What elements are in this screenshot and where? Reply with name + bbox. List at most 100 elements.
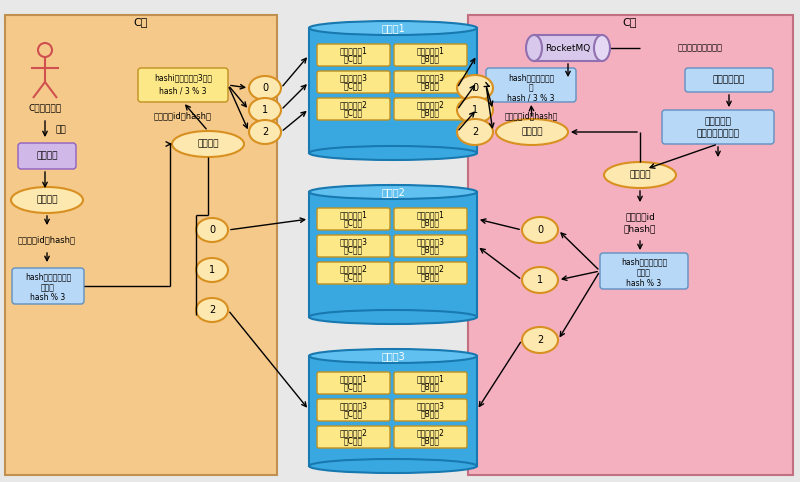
FancyBboxPatch shape bbox=[394, 372, 467, 394]
Text: hash / 3 % 3: hash / 3 % 3 bbox=[507, 94, 554, 103]
FancyBboxPatch shape bbox=[394, 399, 467, 421]
Ellipse shape bbox=[249, 98, 281, 122]
Ellipse shape bbox=[309, 21, 477, 35]
Ellipse shape bbox=[249, 76, 281, 100]
Text: 1: 1 bbox=[209, 265, 215, 275]
Text: （C端）: （C端） bbox=[344, 81, 363, 90]
Text: 订单明细表2: 订单明细表2 bbox=[339, 429, 367, 438]
Text: （B端）: （B端） bbox=[421, 218, 440, 227]
Text: 订单明细表2: 订单明细表2 bbox=[417, 265, 445, 274]
Text: 订单明细表2: 订单明细表2 bbox=[339, 265, 367, 274]
Text: 计算用户id的hash值: 计算用户id的hash值 bbox=[18, 236, 76, 244]
Bar bbox=[534, 35, 602, 61]
Text: 路由查询订单信息: 路由查询订单信息 bbox=[697, 130, 739, 138]
Ellipse shape bbox=[309, 459, 477, 473]
Text: 路由策略: 路由策略 bbox=[630, 171, 650, 179]
FancyBboxPatch shape bbox=[18, 143, 76, 169]
Ellipse shape bbox=[522, 267, 558, 293]
Text: 订单明细表1: 订单明细表1 bbox=[417, 375, 445, 384]
Text: 0: 0 bbox=[209, 225, 215, 235]
Text: hash值对数据库数: hash值对数据库数 bbox=[25, 272, 71, 281]
FancyBboxPatch shape bbox=[394, 44, 467, 66]
Text: （B端）: （B端） bbox=[421, 81, 440, 90]
Text: hash / 3 % 3: hash / 3 % 3 bbox=[159, 86, 206, 95]
FancyBboxPatch shape bbox=[394, 208, 467, 230]
Text: 2: 2 bbox=[209, 305, 215, 315]
Text: hash % 3: hash % 3 bbox=[626, 279, 662, 287]
Ellipse shape bbox=[457, 75, 493, 101]
Text: 订单明细表2: 订单明细表2 bbox=[339, 101, 367, 110]
Bar bbox=[309, 356, 477, 466]
Text: C端: C端 bbox=[134, 17, 148, 27]
Text: （B端）: （B端） bbox=[421, 409, 440, 418]
Text: 路由策略: 路由策略 bbox=[198, 139, 218, 148]
Text: 订单明细表2: 订单明细表2 bbox=[417, 429, 445, 438]
Text: 订单明细表3: 订单明细表3 bbox=[417, 402, 445, 411]
FancyBboxPatch shape bbox=[317, 262, 390, 284]
FancyBboxPatch shape bbox=[317, 44, 390, 66]
Text: 订单明细表1: 订单明细表1 bbox=[417, 211, 445, 220]
FancyBboxPatch shape bbox=[317, 98, 390, 120]
Ellipse shape bbox=[522, 327, 558, 353]
Text: 订单明细表3: 订单明细表3 bbox=[339, 402, 367, 411]
Text: 0: 0 bbox=[262, 83, 268, 93]
FancyBboxPatch shape bbox=[486, 68, 576, 102]
FancyBboxPatch shape bbox=[394, 426, 467, 448]
FancyBboxPatch shape bbox=[317, 235, 390, 257]
Text: 订单明细表3: 订单明细表3 bbox=[417, 74, 445, 83]
FancyBboxPatch shape bbox=[317, 372, 390, 394]
Ellipse shape bbox=[309, 310, 477, 324]
Bar bbox=[309, 192, 477, 317]
FancyBboxPatch shape bbox=[394, 71, 467, 93]
Text: 1: 1 bbox=[262, 105, 268, 115]
Text: （C端）: （C端） bbox=[344, 54, 363, 63]
Ellipse shape bbox=[522, 217, 558, 243]
Text: 的hash值: 的hash值 bbox=[624, 225, 656, 233]
Ellipse shape bbox=[496, 119, 568, 145]
Ellipse shape bbox=[526, 35, 542, 61]
Text: 数据库1: 数据库1 bbox=[381, 23, 405, 33]
Text: hash值对表数量取: hash值对表数量取 bbox=[508, 73, 554, 82]
Text: 量取模: 量取模 bbox=[41, 283, 55, 293]
FancyBboxPatch shape bbox=[394, 262, 467, 284]
Text: 路由策略: 路由策略 bbox=[36, 196, 58, 204]
Text: 2: 2 bbox=[262, 127, 268, 137]
Text: 订单明细表3: 订单明细表3 bbox=[339, 238, 367, 247]
FancyBboxPatch shape bbox=[317, 426, 390, 448]
Ellipse shape bbox=[604, 162, 676, 188]
Text: 下单: 下单 bbox=[56, 125, 66, 134]
Text: （B端）: （B端） bbox=[421, 245, 440, 254]
Ellipse shape bbox=[309, 349, 477, 363]
Text: 模: 模 bbox=[529, 83, 534, 93]
FancyBboxPatch shape bbox=[138, 68, 228, 102]
FancyBboxPatch shape bbox=[317, 208, 390, 230]
Text: hash % 3: hash % 3 bbox=[30, 294, 66, 303]
Text: 订单明细表3: 订单明细表3 bbox=[417, 238, 445, 247]
FancyBboxPatch shape bbox=[317, 399, 390, 421]
Text: 一监听并获取订单号: 一监听并获取订单号 bbox=[678, 43, 722, 53]
Text: 通过订单号: 通过订单号 bbox=[705, 118, 731, 126]
Bar bbox=[309, 28, 477, 153]
FancyBboxPatch shape bbox=[394, 98, 467, 120]
Ellipse shape bbox=[196, 218, 228, 242]
Text: C端: C端 bbox=[623, 17, 637, 27]
Ellipse shape bbox=[594, 35, 610, 61]
Text: （B端）: （B端） bbox=[421, 272, 440, 281]
Text: （B端）: （B端） bbox=[421, 382, 440, 391]
Ellipse shape bbox=[309, 185, 477, 199]
Ellipse shape bbox=[457, 119, 493, 145]
Text: （C端）: （C端） bbox=[344, 409, 363, 418]
Text: 订单明细表2: 订单明细表2 bbox=[417, 101, 445, 110]
Text: 路由策略: 路由策略 bbox=[522, 128, 542, 136]
FancyBboxPatch shape bbox=[317, 71, 390, 93]
Text: 1: 1 bbox=[537, 275, 543, 285]
Text: 创建订单: 创建订单 bbox=[36, 151, 58, 161]
Ellipse shape bbox=[196, 298, 228, 322]
Text: 0: 0 bbox=[472, 83, 478, 93]
Text: hashi值对表数量3取模: hashi值对表数量3取模 bbox=[154, 73, 212, 82]
Ellipse shape bbox=[172, 131, 244, 157]
Text: （C端）: （C端） bbox=[344, 436, 363, 445]
Text: （C端）: （C端） bbox=[344, 218, 363, 227]
Text: （C端）: （C端） bbox=[344, 108, 363, 117]
Text: RocketMQ: RocketMQ bbox=[546, 43, 590, 53]
